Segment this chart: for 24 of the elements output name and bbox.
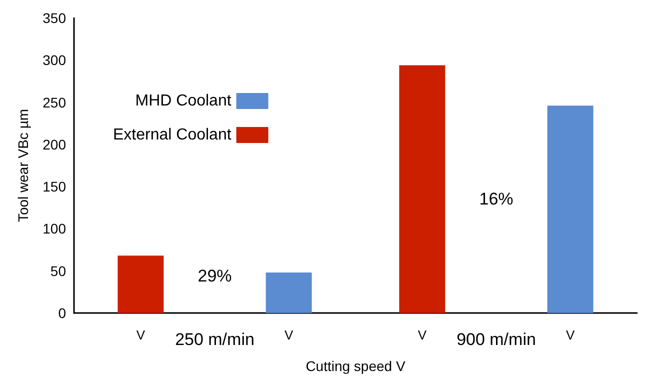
text: V <box>418 328 427 342</box>
y-axis-title: Tool wear VBc µm <box>15 108 31 222</box>
bar <box>547 106 594 313</box>
bar <box>118 256 164 313</box>
y-tick-label: 0 <box>58 305 66 321</box>
bar <box>399 65 446 313</box>
annotation: 16% <box>479 190 514 208</box>
y-tick-label: 100 <box>42 220 66 237</box>
legend-label: MHD Coolant <box>135 92 232 110</box>
text: V <box>136 328 146 342</box>
text: V <box>284 328 294 342</box>
y-tick-label: 150 <box>42 178 66 195</box>
legend-label: External Coolant <box>112 126 232 144</box>
annotation: 29% <box>198 266 232 286</box>
y-tick-label: 300 <box>42 52 66 68</box>
y-tick-label: 50 <box>50 262 66 279</box>
x-axis-title: Cutting speed V <box>306 358 406 374</box>
x-tick-label: 250 m/min <box>175 330 254 349</box>
y-tick-label: 250 <box>42 94 66 110</box>
y-tick-label: 350 <box>42 10 66 26</box>
y-tick-label: 200 <box>42 136 66 152</box>
bar <box>266 272 312 313</box>
x-tick-label: 900 m/min <box>456 330 536 349</box>
text: V <box>566 328 575 342</box>
